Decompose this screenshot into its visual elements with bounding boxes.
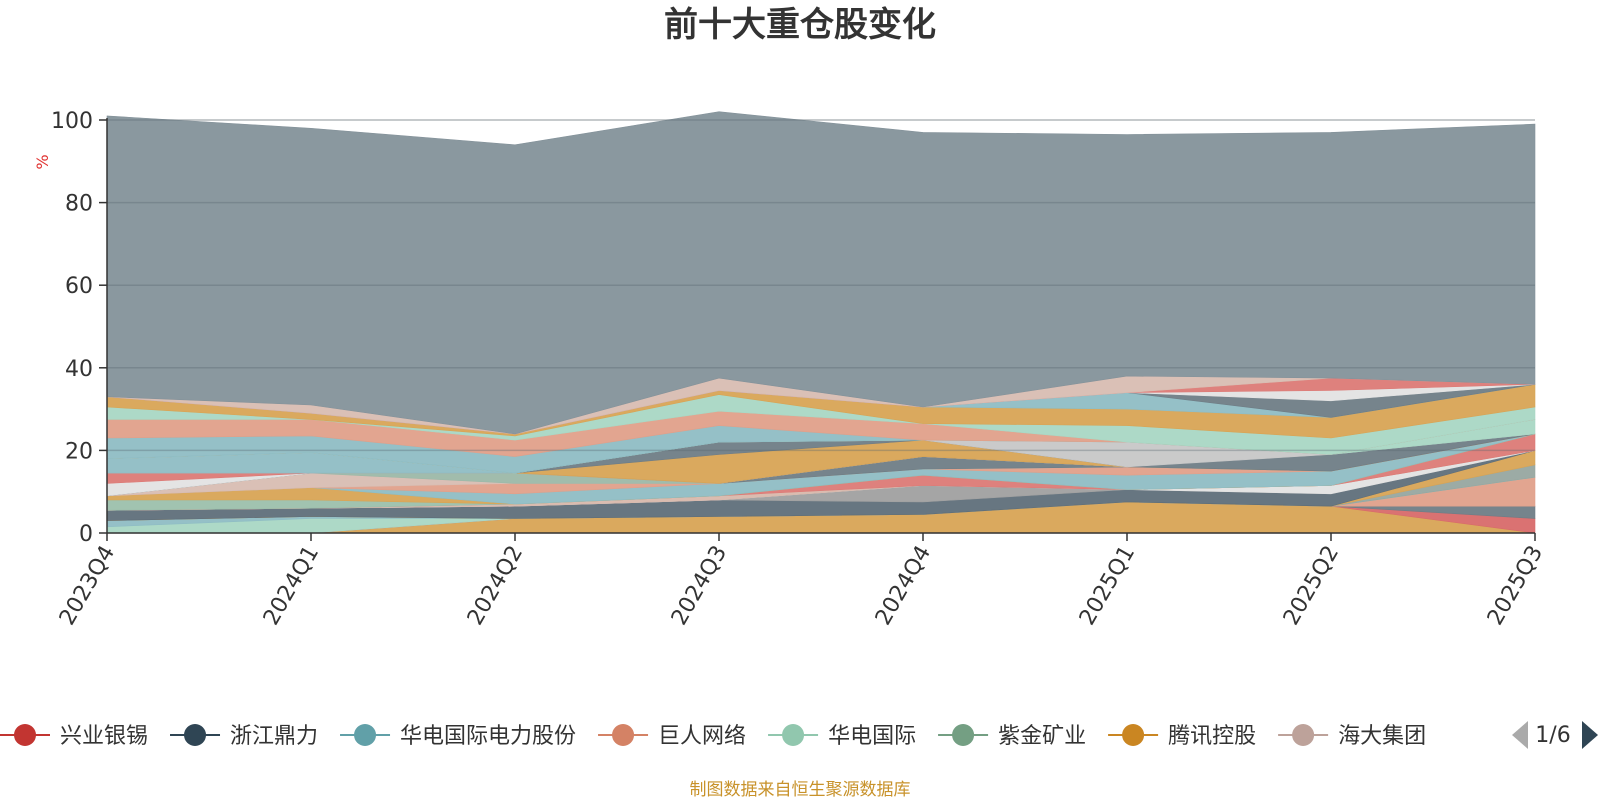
- x-tick-label: 2024Q2: [463, 542, 528, 630]
- legend-item[interactable]: 兴业银锡: [0, 724, 148, 749]
- legend-label: 腾讯控股: [1168, 724, 1256, 749]
- x-tick-label: 2024Q4: [871, 542, 936, 630]
- legend: 兴业银锡 浙江鼎力 华电国际电力股份 巨人网络 华电国际 紫金矿业 腾讯控股 海大集团: [0, 724, 1426, 749]
- y-tick-label: 20: [65, 439, 93, 464]
- legend-item[interactable]: 腾讯控股: [1108, 724, 1256, 749]
- legend-item[interactable]: 紫金矿业: [938, 724, 1086, 749]
- x-tick-label: 2023Q4: [55, 542, 120, 630]
- axes: [106, 118, 1535, 534]
- x-tick-label: 2025Q1: [1075, 542, 1140, 630]
- legend-label: 紫金矿业: [998, 724, 1086, 749]
- legend-label: 海大集团: [1338, 724, 1426, 749]
- legend-marker: [184, 724, 207, 746]
- y-tick-label: 0: [79, 522, 93, 547]
- legend-marker: [952, 724, 975, 746]
- legend-label: 华电国际电力股份: [400, 724, 576, 749]
- stacked-areas: [106, 111, 1536, 534]
- y-tick-label: 40: [65, 357, 93, 382]
- legend-label: 华电国际: [828, 724, 916, 749]
- y-tick-label: 80: [65, 192, 93, 217]
- legend-label: 兴业银锡: [60, 724, 148, 749]
- y-axis-unit: %: [33, 154, 52, 169]
- legend-next-page-icon[interactable]: [1582, 721, 1598, 749]
- y-tick-label: 60: [65, 274, 93, 299]
- x-axis-ticks: 2023Q4 2024Q1 2024Q2 2024Q3 2024Q4 2025Q1 2025…: [55, 533, 1548, 630]
- legend-label: 浙江鼎力: [230, 724, 318, 749]
- legend-marker: [612, 724, 635, 746]
- x-tick-label: 2024Q3: [667, 542, 732, 630]
- legend-item[interactable]: 华电国际电力股份: [340, 724, 576, 749]
- legend-item[interactable]: 巨人网络: [598, 724, 746, 749]
- legend-marker: [782, 724, 805, 746]
- legend-item[interactable]: 海大集团: [1278, 724, 1426, 749]
- source-note: 制图数据来自恒生聚源数据库: [690, 780, 911, 800]
- x-tick-label: 2025Q3: [1483, 542, 1548, 630]
- legend-pager: 1/6: [1512, 721, 1598, 749]
- legend-item[interactable]: 华电国际: [768, 724, 916, 749]
- legend-items: 兴业银锡 浙江鼎力 华电国际电力股份 巨人网络 华电国际 紫金矿业 腾讯控股 海大集团: [0, 724, 1426, 749]
- legend-marker: [1122, 724, 1145, 746]
- y-tick-label: 100: [51, 109, 93, 134]
- legend-label: 巨人网络: [658, 724, 746, 749]
- x-tick-label: 2024Q1: [259, 542, 324, 630]
- area-band-36: [106, 111, 1536, 435]
- x-tick-label: 2025Q2: [1279, 542, 1344, 630]
- legend-marker: [1292, 724, 1315, 746]
- legend-page-indicator: 1/6: [1535, 723, 1570, 748]
- y-axis-ticks: 0 20 40 60 80 100: [51, 109, 107, 547]
- legend-marker: [354, 724, 377, 746]
- legend-item[interactable]: 浙江鼎力: [170, 724, 318, 749]
- legend-marker: [14, 724, 36, 746]
- chart-title: 前十大重仓股变化: [664, 5, 936, 45]
- legend-prev-page-icon[interactable]: [1512, 721, 1528, 749]
